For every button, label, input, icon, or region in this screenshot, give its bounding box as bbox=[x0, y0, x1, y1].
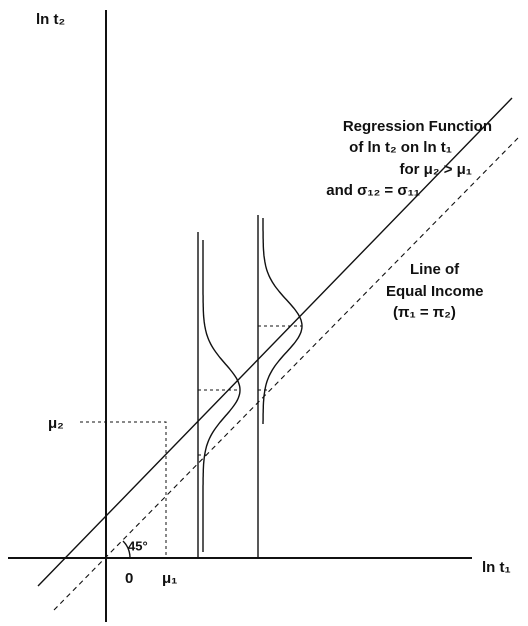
density-guides bbox=[198, 325, 302, 456]
mu2-label: μ₂ bbox=[48, 415, 64, 432]
mean-guides bbox=[80, 421, 167, 558]
equality-label: Line of bbox=[410, 261, 460, 278]
density-curve bbox=[202, 240, 241, 552]
angle-arc bbox=[122, 540, 131, 559]
mu1-label: μ₁ bbox=[162, 570, 177, 587]
regression-line bbox=[37, 97, 513, 587]
regression-label: and σ₁₂ = σ₁₁ bbox=[326, 182, 420, 199]
y-axis-label: ln t₂ bbox=[36, 11, 65, 28]
regression-label: Regression Function bbox=[343, 118, 492, 135]
regression-label: of ln t₂ on ln t₁ bbox=[349, 139, 452, 156]
regression-label: for μ₂ > μ₁ bbox=[400, 161, 472, 178]
x-axis-label: ln t₁ bbox=[482, 559, 511, 576]
angle-label: 45° bbox=[128, 538, 148, 553]
density-curve bbox=[262, 218, 303, 424]
origin-label: 0 bbox=[125, 570, 133, 587]
equality-line bbox=[53, 137, 519, 611]
equality-label: (π₁ = π₂) bbox=[393, 304, 456, 321]
equality-label: Equal Income bbox=[386, 283, 484, 300]
